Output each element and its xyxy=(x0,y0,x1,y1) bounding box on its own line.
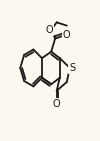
Text: S: S xyxy=(70,63,76,73)
Text: O: O xyxy=(63,30,71,40)
Text: O: O xyxy=(45,25,53,35)
Text: O: O xyxy=(53,99,60,109)
